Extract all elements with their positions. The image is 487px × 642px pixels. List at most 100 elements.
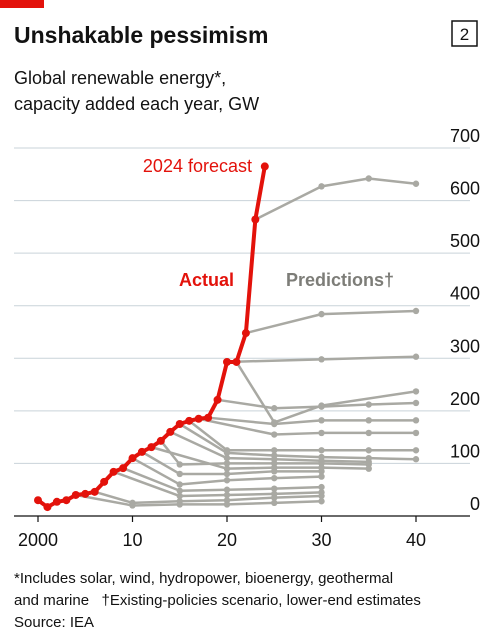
prediction-point [271,494,278,501]
prediction-line [112,470,323,498]
actual-point [251,215,260,224]
prediction-point [271,405,278,412]
prediction-point [176,501,183,508]
actual-point [185,416,194,425]
x-tick-label: 2000 [18,530,58,550]
actual-point [100,477,109,486]
subtitle: capacity added each year, GW [14,94,259,114]
prediction-point [223,501,231,508]
prediction-point [271,499,278,507]
figure-badge [451,20,478,47]
prediction-point [365,401,372,408]
source: Source: IEA [14,614,94,631]
prediction-point [365,429,372,437]
prediction-point [223,449,231,457]
prediction-point [271,431,278,438]
prediction-point [271,468,278,475]
prediction-point [318,356,325,363]
prediction-point [365,465,372,472]
prediction-point [223,491,231,499]
y-tick-label: 700 [450,126,480,146]
prediction-point [318,429,325,437]
footnote: *Includes solar, wind, hydropower, bioen… [14,570,393,587]
prediction-point [176,461,183,468]
actual-point [166,427,175,436]
actual-point [137,447,146,456]
prediction-point [176,487,183,494]
series-label: Predictions† [286,270,394,290]
prediction-point [318,403,325,410]
prediction-line [244,309,418,335]
prediction-point [318,417,325,424]
prediction-line [254,177,418,221]
actual-point [52,497,61,506]
prediction-point [318,468,325,475]
prediction-point [365,175,372,182]
prediction-line [235,360,418,424]
brand-bar [0,0,44,8]
actual-point [156,436,165,445]
actual-point [43,503,52,512]
prediction-point [318,483,325,491]
actual-point [119,464,128,473]
actual-point [34,496,42,505]
prediction-point [271,474,278,482]
annotation: 2024 forecast [143,156,252,176]
prediction-point [365,447,372,454]
prediction-point [176,492,183,500]
prediction-point [318,492,325,500]
prediction-point [223,454,231,462]
y-tick-label: 400 [450,284,480,304]
actual-point [90,487,99,496]
prediction-point [318,447,325,454]
prediction-point [176,481,183,488]
prediction-point [223,460,231,467]
prediction-point [271,447,278,454]
actual-point [204,413,213,422]
prediction-point [318,183,325,190]
prediction-point [271,485,278,492]
actual-point [109,467,118,476]
prediction-point [223,477,231,484]
prediction-point [412,456,420,463]
prediction-point [365,417,372,424]
actual-point [223,357,231,366]
prediction-line [187,419,418,452]
actual-point [260,162,269,171]
y-tick-label: 600 [450,179,480,199]
x-tick-label: 10 [122,530,142,550]
prediction-point [318,310,325,318]
prediction-point [223,486,231,493]
series-label: Actual [179,270,234,290]
prediction-point [412,429,420,437]
prediction-point [223,465,231,472]
prediction-point [412,307,420,315]
prediction-line [206,416,418,426]
y-tick-label: 200 [450,389,480,409]
prediction-point [129,502,136,509]
x-tick-label: 30 [311,530,331,550]
prediction-line [159,439,370,466]
x-tick-label: 20 [217,530,237,550]
actual-point [128,454,137,463]
actual-point [147,443,156,452]
prediction-line [178,422,418,461]
figure-number: 2 [460,25,469,44]
chart-title: Unshakable pessimism [14,22,268,48]
prediction-point [412,447,420,454]
subtitle: Global renewable energy*, [14,68,226,88]
actual-point [81,489,90,498]
y-tick-label: 300 [450,336,480,356]
prediction-point [318,498,325,505]
prediction-line [74,493,323,507]
prediction-point [412,417,420,424]
actual-point [213,395,222,404]
y-tick-label: 500 [450,231,480,251]
prediction-point [271,420,278,428]
actual-point [62,496,71,505]
prediction-point [412,180,420,187]
actual-point [241,329,250,338]
prediction-line [93,490,323,505]
prediction-point [318,473,325,480]
